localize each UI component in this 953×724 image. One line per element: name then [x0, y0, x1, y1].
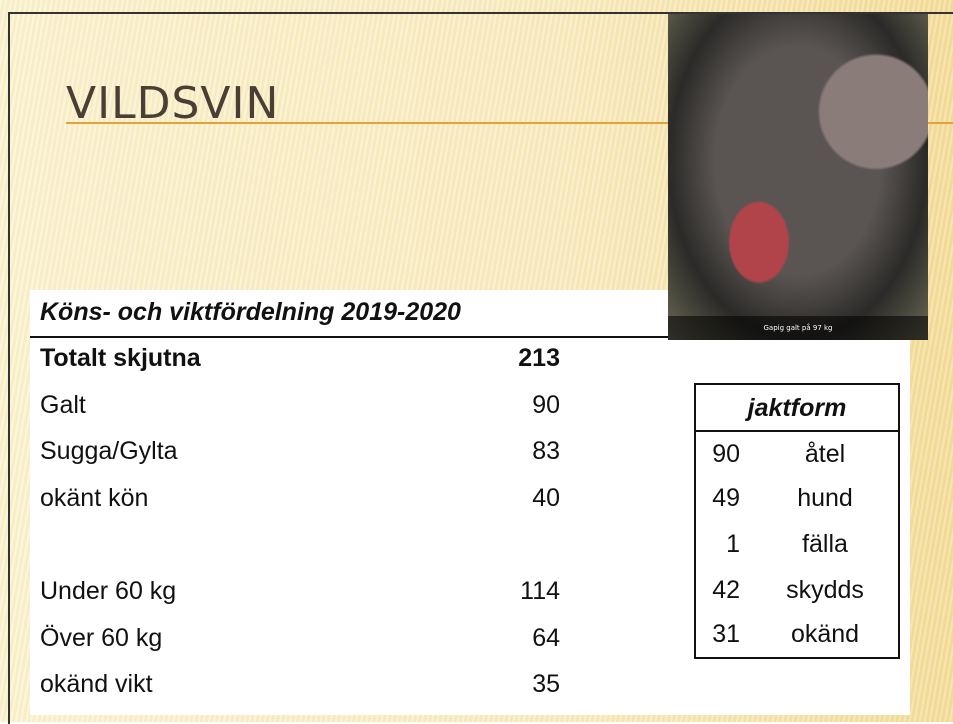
- jaktform-count: 1: [690, 530, 740, 559]
- jaktform-method: skydds: [765, 576, 885, 605]
- row-label: Galt: [40, 391, 86, 420]
- row-value: 114: [460, 577, 560, 606]
- jaktform-count: 49: [690, 484, 740, 513]
- jaktform-count: 42: [690, 576, 740, 605]
- row-value: 90: [460, 391, 560, 420]
- jaktform-method: fälla: [765, 530, 885, 559]
- row-label: Över 60 kg: [40, 624, 162, 653]
- photo-caption: Gapig galt på 97 kg: [668, 316, 928, 340]
- jaktform-count: 31: [690, 620, 740, 649]
- jaktform-method: okänd: [765, 620, 885, 649]
- row-value: 35: [460, 670, 560, 699]
- boar-photo: Gapig galt på 97 kg: [668, 14, 928, 340]
- row-label: Under 60 kg: [40, 577, 176, 606]
- row-value: 64: [460, 624, 560, 653]
- row-label: okänd vikt: [40, 670, 153, 699]
- jaktform-rule: [694, 430, 900, 432]
- row-value: 213: [460, 344, 560, 373]
- jaktform-box: [694, 383, 900, 659]
- slide: VILDSVIN Gapig galt på 97 kg Köns- och v…: [0, 0, 953, 722]
- table-rule: [30, 336, 668, 338]
- row-label: okänt kön: [40, 484, 148, 513]
- jaktform-method: åtel: [765, 440, 885, 469]
- row-label: Totalt skjutna: [40, 344, 201, 373]
- row-value: 83: [460, 437, 560, 466]
- row-label: Sugga/Gylta: [40, 437, 178, 466]
- table-title: Köns- och viktfördelning 2019-2020: [40, 298, 461, 327]
- jaktform-title: jaktform: [694, 394, 900, 423]
- jaktform-method: hund: [765, 484, 885, 513]
- row-value: 40: [460, 484, 560, 513]
- jaktform-count: 90: [690, 440, 740, 469]
